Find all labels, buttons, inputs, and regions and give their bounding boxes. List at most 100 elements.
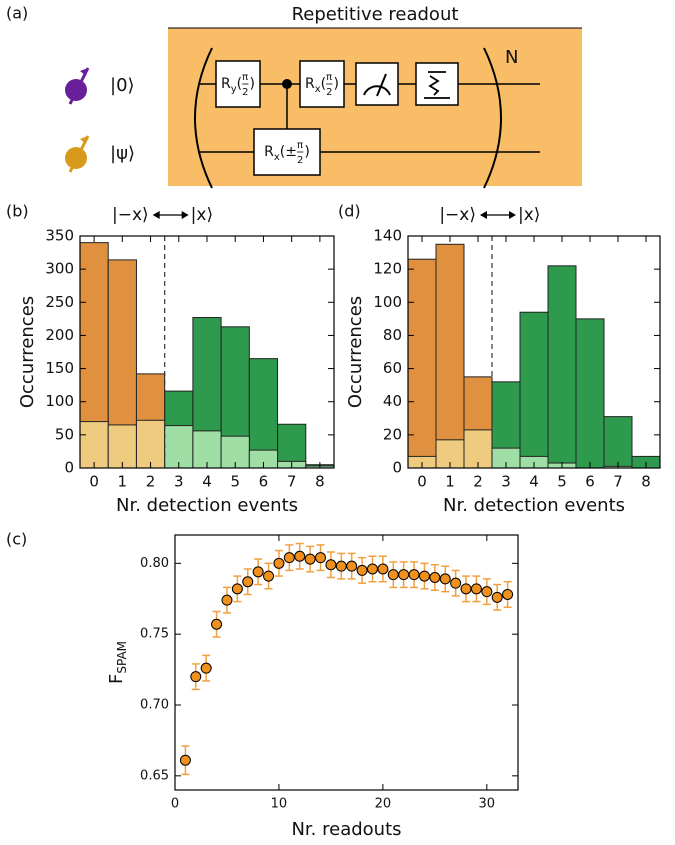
- bracket: [483, 47, 502, 189]
- point: [242, 576, 254, 588]
- gate-text: (: [321, 76, 326, 92]
- measurement-gate: [355, 62, 399, 106]
- x-tick-label: 5: [557, 473, 567, 491]
- gate-text: 2: [242, 87, 248, 98]
- y-tick-label: 20: [383, 425, 402, 443]
- point: [190, 671, 202, 683]
- spin-icon: [65, 135, 90, 173]
- bar: [107, 424, 137, 469]
- spin-icon: [65, 67, 90, 105]
- point: [481, 586, 493, 598]
- point: [315, 552, 327, 564]
- x-tick-label: 3: [174, 473, 184, 491]
- x-tick-label: 8: [315, 473, 325, 491]
- x-tick-label: 0: [89, 473, 99, 491]
- point: [387, 569, 399, 581]
- bar: [435, 243, 465, 469]
- y-tick-label: 100: [373, 293, 402, 311]
- y-tick-label: 0: [392, 459, 402, 477]
- point: [325, 559, 337, 571]
- bar: [220, 435, 250, 469]
- point: [450, 577, 462, 589]
- y-tick-label: 200: [45, 326, 74, 344]
- y-tick-label: 40: [383, 392, 402, 410]
- bar: [463, 429, 493, 469]
- input-state: |ψ⟩: [110, 143, 135, 164]
- x-tick-label: 10: [271, 797, 288, 812]
- circuit-title: Repetitive readout: [292, 4, 459, 25]
- x-tick-label: 6: [585, 473, 595, 491]
- bar: [277, 423, 307, 469]
- feedback-gate: [415, 62, 459, 106]
- y-tick-label: 0.70: [140, 698, 169, 713]
- point: [356, 564, 368, 576]
- gate-text: π: [297, 140, 303, 151]
- x-tick-label: 7: [287, 473, 297, 491]
- gate-text: y: [231, 84, 237, 95]
- gate-text: ): [334, 76, 339, 92]
- repeat-label: N: [505, 47, 518, 68]
- panel-label: (d): [338, 202, 361, 221]
- y-tick-label: 80: [383, 326, 402, 344]
- x-tick-label: 0: [417, 473, 427, 491]
- annotation: |−x⟩: [112, 205, 149, 225]
- point: [470, 583, 482, 595]
- y-axis-label: Occurrences: [345, 296, 366, 408]
- point: [283, 552, 295, 564]
- gate-text: R: [264, 144, 274, 160]
- bar: [547, 265, 577, 469]
- plot-frame: [174, 534, 519, 791]
- bar: [519, 311, 549, 469]
- point: [304, 553, 316, 565]
- point: [263, 570, 275, 582]
- panel-label: (c): [6, 530, 27, 549]
- gate-text: R: [305, 76, 315, 92]
- gate: [253, 128, 321, 176]
- y-axis-label-text: F: [106, 674, 127, 684]
- bar: [603, 416, 633, 469]
- y-tick-label: 60: [383, 359, 402, 377]
- gate-text: π: [242, 72, 248, 83]
- point: [273, 557, 285, 569]
- y-tick-label: 0.75: [140, 627, 169, 642]
- x-axis-label: Nr. detection events: [116, 495, 298, 516]
- y-tick-label: 0.65: [140, 768, 169, 783]
- point: [398, 569, 410, 581]
- point: [418, 570, 430, 582]
- gate: [215, 60, 261, 108]
- point: [200, 662, 212, 674]
- x-tick-label: 0: [171, 797, 179, 812]
- x-tick-label: 1: [118, 473, 128, 491]
- gate-text: ): [250, 76, 255, 92]
- annotation: |x⟩: [191, 205, 213, 225]
- gate-text: ): [304, 144, 309, 160]
- y-tick-label: 0: [64, 459, 74, 477]
- x-tick-label: 2: [146, 473, 156, 491]
- x-tick-label: 3: [501, 473, 511, 491]
- gate: [299, 60, 345, 108]
- point: [491, 591, 503, 603]
- control-dot: [282, 79, 292, 89]
- x-tick-label: 6: [259, 473, 269, 491]
- bar: [135, 419, 166, 469]
- x-tick-label: 4: [529, 473, 539, 491]
- y-axis-label-text: Occurrences: [17, 296, 38, 408]
- point: [294, 550, 306, 562]
- y-tick-label: 250: [45, 293, 74, 311]
- gate-text: x: [274, 152, 280, 163]
- x-axis-label: Nr. detection events: [443, 495, 625, 516]
- panel-label: (a): [6, 4, 28, 23]
- point: [460, 583, 472, 595]
- annotation: |x⟩: [518, 205, 540, 225]
- gate-text: (: [237, 76, 242, 92]
- y-tick-label: 0.80: [140, 556, 169, 571]
- y-axis-label: Occurrences: [17, 296, 38, 408]
- x-tick-label: 7: [613, 473, 623, 491]
- panel-label: (b): [6, 202, 29, 221]
- x-tick-label: 5: [230, 473, 240, 491]
- point: [346, 560, 358, 572]
